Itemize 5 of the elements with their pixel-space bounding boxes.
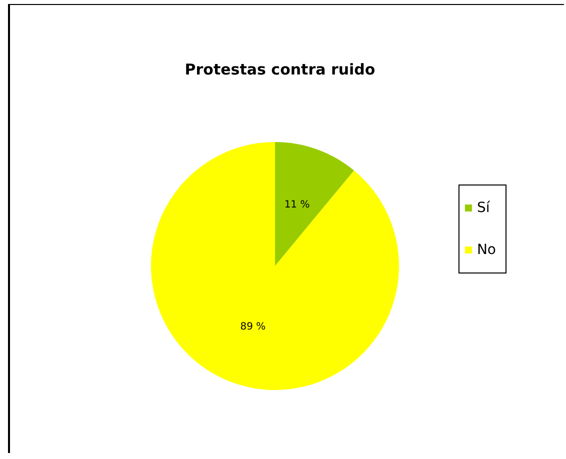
legend-label: Sí: [476, 200, 491, 216]
legend-label: No: [476, 242, 496, 258]
chart-title: Protestas contra ruido: [184, 60, 376, 78]
data-label: 89 %: [240, 322, 266, 333]
data-label: 11 %: [284, 199, 310, 210]
